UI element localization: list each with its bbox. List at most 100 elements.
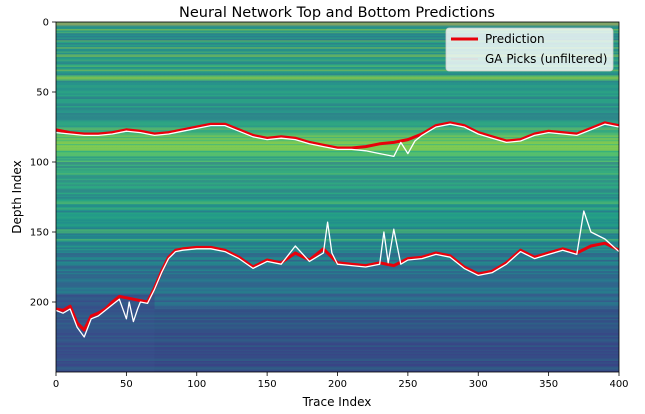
heatmap-row — [56, 272, 619, 275]
legend-label-ga-picks: GA Picks (unfiltered) — [485, 52, 607, 66]
heatmap-row — [56, 304, 619, 307]
heatmap-row — [56, 167, 619, 170]
heatmap-row — [56, 177, 619, 179]
heatmap-row — [56, 220, 619, 223]
heatmap-row — [56, 90, 619, 93]
y-axis: 0 50 100 150 200 — [30, 18, 56, 309]
heatmap-row — [56, 279, 619, 282]
heatmap-row — [56, 111, 619, 114]
heatmap-row — [56, 346, 619, 349]
heatmap-row — [56, 40, 619, 42]
heatmap-row — [56, 338, 619, 340]
heatmap-row — [56, 59, 619, 62]
heatmap-row — [56, 150, 619, 153]
heatmap-row — [56, 341, 619, 343]
heatmap-row — [56, 86, 619, 88]
heatmap-row — [56, 50, 619, 52]
heatmap-row — [56, 295, 619, 297]
heatmap-row — [56, 208, 619, 210]
heatmap-row — [56, 213, 619, 216]
heatmap-row — [56, 274, 619, 276]
heatmap-row — [56, 96, 619, 98]
chart-title: Neural Network Top and Bottom Prediction… — [179, 5, 495, 21]
heatmap-row — [56, 139, 619, 142]
heatmap-row — [56, 132, 619, 135]
heatmap-row — [56, 275, 619, 277]
heatmap-row — [56, 68, 619, 70]
heatmap-row — [56, 125, 619, 128]
x-tick-label: 0 — [53, 379, 59, 390]
heatmap-row — [56, 283, 619, 286]
heatmap-row — [56, 120, 619, 122]
heatmap-row — [56, 286, 619, 289]
heatmap-row — [56, 302, 619, 304]
heatmap-row — [56, 124, 619, 126]
heatmap-row — [56, 187, 619, 189]
heatmap-row — [56, 248, 619, 251]
heatmap-row — [56, 162, 619, 164]
heatmap-row — [56, 358, 619, 360]
heatmap-row — [56, 160, 619, 163]
heatmap-row — [56, 257, 619, 259]
heatmap-row — [56, 223, 619, 226]
heatmap-row — [56, 236, 619, 238]
heatmap-row — [56, 359, 619, 361]
heatmap-row — [56, 239, 619, 241]
heatmap-row — [56, 229, 619, 231]
heatmap-row — [56, 145, 619, 147]
heatmap-row — [56, 323, 619, 325]
heatmap-row — [56, 241, 619, 244]
heatmap-row — [56, 204, 619, 206]
heatmap-row — [56, 110, 619, 112]
heatmap-row — [56, 93, 619, 95]
heatmap-row — [56, 45, 619, 48]
heatmap-row — [56, 219, 619, 221]
heatmap-row — [56, 34, 619, 37]
heatmap-row — [56, 212, 619, 214]
heatmap-row — [56, 244, 619, 247]
heatmap-row — [56, 369, 619, 371]
x-axis-title: Trace Index — [302, 395, 372, 409]
heatmap-row — [56, 243, 619, 245]
heatmap-row — [56, 171, 619, 174]
heatmap-row — [56, 247, 619, 249]
heatmap-row — [56, 234, 619, 237]
heatmap-row — [56, 107, 619, 109]
heatmap-row — [56, 129, 619, 132]
ga-picks-line-bottom — [56, 210, 619, 338]
heatmap-row — [56, 232, 619, 234]
heatmap-row — [56, 269, 619, 272]
heatmap-row — [56, 278, 619, 280]
heatmap-row — [56, 325, 619, 328]
heatmap-row — [56, 198, 619, 200]
heatmap-row — [56, 164, 619, 167]
heatmap-row — [56, 188, 619, 191]
heatmap-row — [56, 30, 619, 32]
heatmap-row — [56, 363, 619, 366]
y-axis-title: Depth Index — [10, 160, 24, 233]
heatmap-row — [56, 258, 619, 261]
heatmap-row — [56, 181, 619, 184]
heatmap-row — [56, 337, 619, 339]
heatmap-row — [56, 114, 619, 116]
heatmap-row — [56, 101, 619, 104]
heatmap-row — [56, 230, 619, 233]
heatmap-row — [56, 155, 619, 157]
heatmap-row — [56, 316, 619, 318]
heatmap-row — [56, 264, 619, 266]
heatmap-row — [56, 191, 619, 193]
heatmap-row — [56, 36, 619, 38]
heatmap-row — [56, 313, 619, 315]
x-tick-label: 150 — [258, 379, 277, 390]
heatmap-row — [56, 47, 619, 49]
heatmap-row — [56, 195, 619, 198]
heatmap-row — [56, 318, 619, 321]
heatmap-row — [56, 131, 619, 133]
series-layer — [56, 121, 619, 338]
heatmap-row — [56, 183, 619, 185]
heatmap-row — [56, 303, 619, 305]
x-tick-label: 50 — [120, 379, 133, 390]
heatmap-row — [56, 135, 619, 137]
heatmap-row — [56, 227, 619, 230]
heatmap-row — [56, 176, 619, 178]
